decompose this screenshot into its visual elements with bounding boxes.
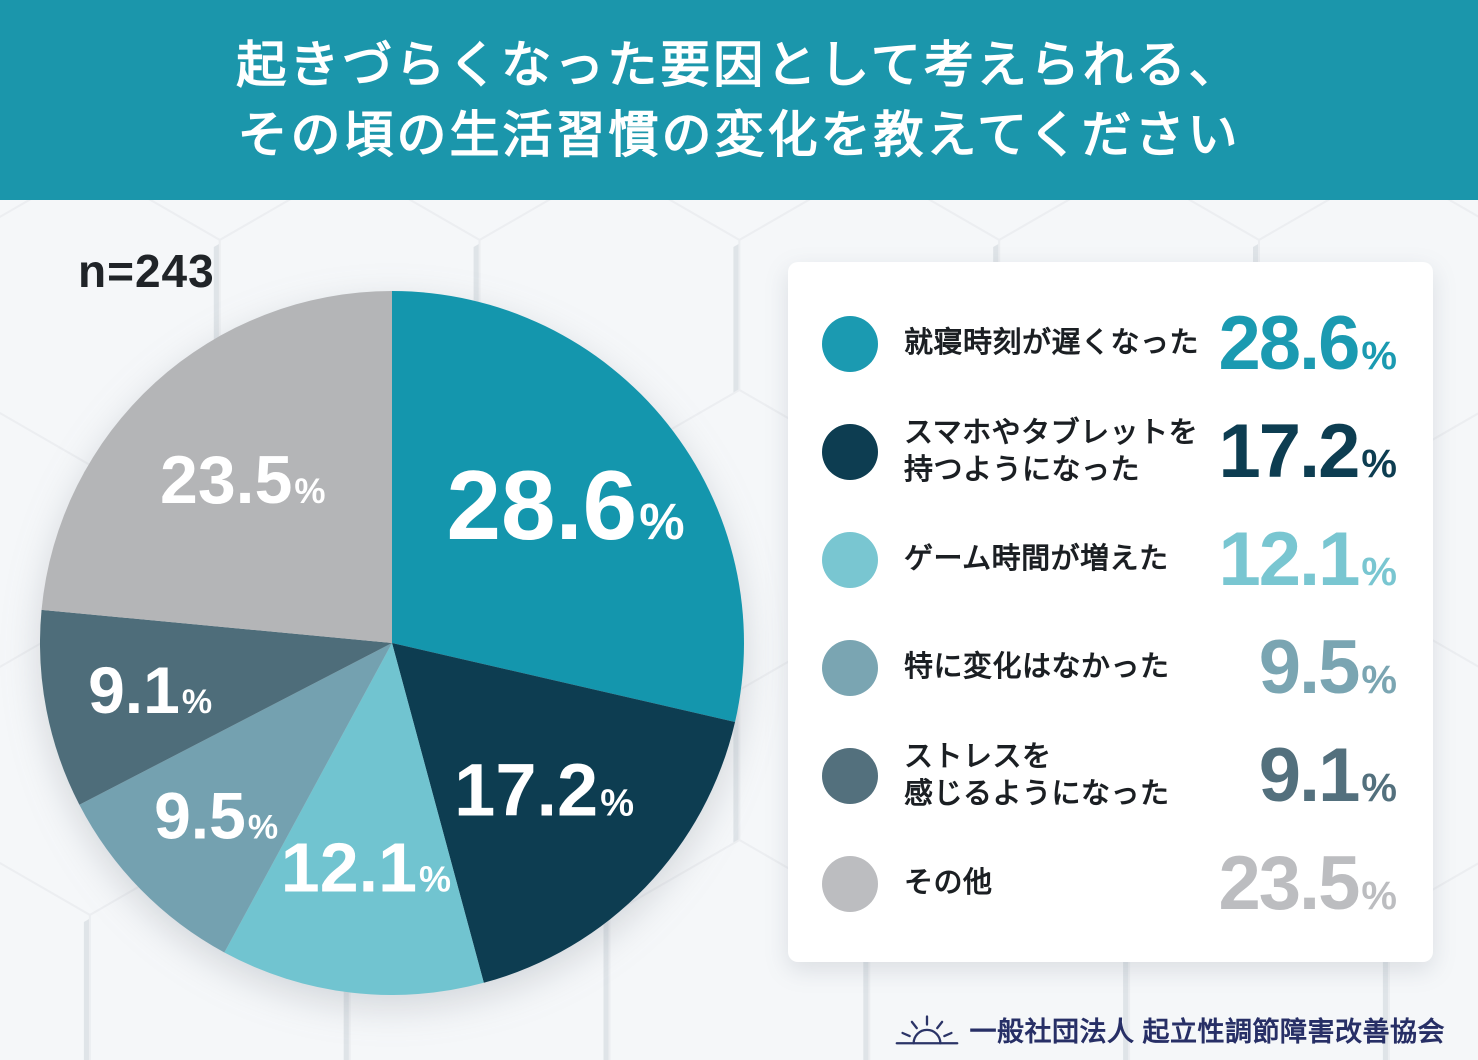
legend-label: ストレスを 感じるようになった — [904, 740, 1170, 810]
legend-value: 23.5% — [1219, 846, 1398, 922]
legend-value: 9.5% — [1259, 630, 1397, 706]
pie-slice-4 — [39, 609, 392, 805]
rising-sun-icon — [896, 1015, 959, 1045]
percent-sign: % — [1361, 658, 1397, 702]
legend-value-number: 17.2 — [1218, 409, 1361, 494]
chart-area: n=243 28.6% 17.2% 12.1% 9.5% 9.1% 23.5% 就寝時刻が… — [0, 200, 1478, 1060]
legend-value-number: 12.1 — [1218, 517, 1361, 602]
legend-value-number: 9.5 — [1258, 625, 1361, 710]
legend-item-stress: ストレスを 感じるようになった 9.1% — [822, 738, 1397, 814]
legend-label: スマホやタブレットを 持つようになった — [904, 416, 1199, 486]
legend-value: 28.6% — [1219, 306, 1398, 382]
legend-item-gaming: ゲーム時間が増えた 12.1% — [822, 522, 1397, 598]
percent-sign: % — [1361, 550, 1397, 594]
legend-bullet-icon — [822, 856, 878, 912]
legend-item-no-change: 特に変化はなかった 9.5% — [822, 630, 1397, 706]
legend-panel: 就寝時刻が遅くなった 28.6% スマホやタブレットを 持つようになった 17.… — [788, 262, 1433, 962]
legend-value-number: 23.5 — [1218, 841, 1361, 926]
sample-size-label: n=243 — [78, 245, 215, 297]
page-title-line-1: 起きづらくなった要因として考えられる、 — [236, 37, 1242, 93]
legend-label: その他 — [904, 867, 993, 900]
legend-value-number: 9.1 — [1258, 733, 1361, 818]
legend-bullet-icon — [822, 640, 878, 696]
legend-item-smartphone: スマホやタブレットを 持つようになった 17.2% — [822, 414, 1397, 490]
pie-slice-label-4: 9.1% — [88, 653, 212, 727]
legend-bullet-icon — [822, 424, 878, 480]
footer-branding: 一般社団法人 起立性調節障害改善協会 — [895, 1006, 1445, 1052]
legend-value-number: 28.6 — [1218, 301, 1361, 386]
legend-value: 17.2% — [1219, 414, 1398, 490]
legend-item-other: その他 23.5% — [822, 846, 1397, 922]
pie-slice-5 — [41, 291, 393, 643]
legend-item-bedtime: 就寝時刻が遅くなった 28.6% — [822, 306, 1397, 382]
pie-slice-3 — [79, 643, 392, 953]
pie-slice-label-2: 12.1% — [281, 828, 451, 906]
legend-bullet-icon — [822, 316, 878, 372]
pie-slice-2 — [224, 643, 484, 995]
pie-slice-label-1: 17.2% — [454, 748, 634, 831]
legend-value: 12.1% — [1219, 522, 1398, 598]
pie-chart: 28.6% 17.2% 12.1% 9.5% 9.1% 23.5% — [39, 291, 744, 995]
legend-bullet-icon — [822, 748, 878, 804]
legend-bullet-icon — [822, 532, 878, 588]
legend-label: 就寝時刻が遅くなった — [904, 327, 1200, 360]
pie-slice-1 — [392, 643, 736, 983]
percent-sign: % — [1361, 874, 1397, 918]
pie-slice-label-0: 28.6% — [446, 450, 684, 560]
percent-sign: % — [1361, 766, 1397, 810]
legend-value: 9.1% — [1259, 738, 1397, 814]
pie-slice-label-5: 23.5% — [160, 442, 325, 518]
pie-slice-label-3: 9.5% — [154, 779, 278, 853]
organization-name: 一般社団法人 起立性調節障害改善協会 — [969, 1016, 1445, 1047]
pie-slice-0 — [392, 291, 744, 722]
legend-label: 特に変化はなかった — [904, 651, 1170, 684]
percent-sign: % — [1361, 442, 1397, 486]
page-title-line-2: その頃の生活習慣の変化を教えてください — [237, 107, 1241, 163]
legend-label: ゲーム時間が増えた — [904, 543, 1169, 576]
percent-sign: % — [1361, 334, 1397, 378]
title-banner: 起きづらくなった要因として考えられる、 その頃の生活習慣の変化を教えてください — [0, 0, 1478, 200]
